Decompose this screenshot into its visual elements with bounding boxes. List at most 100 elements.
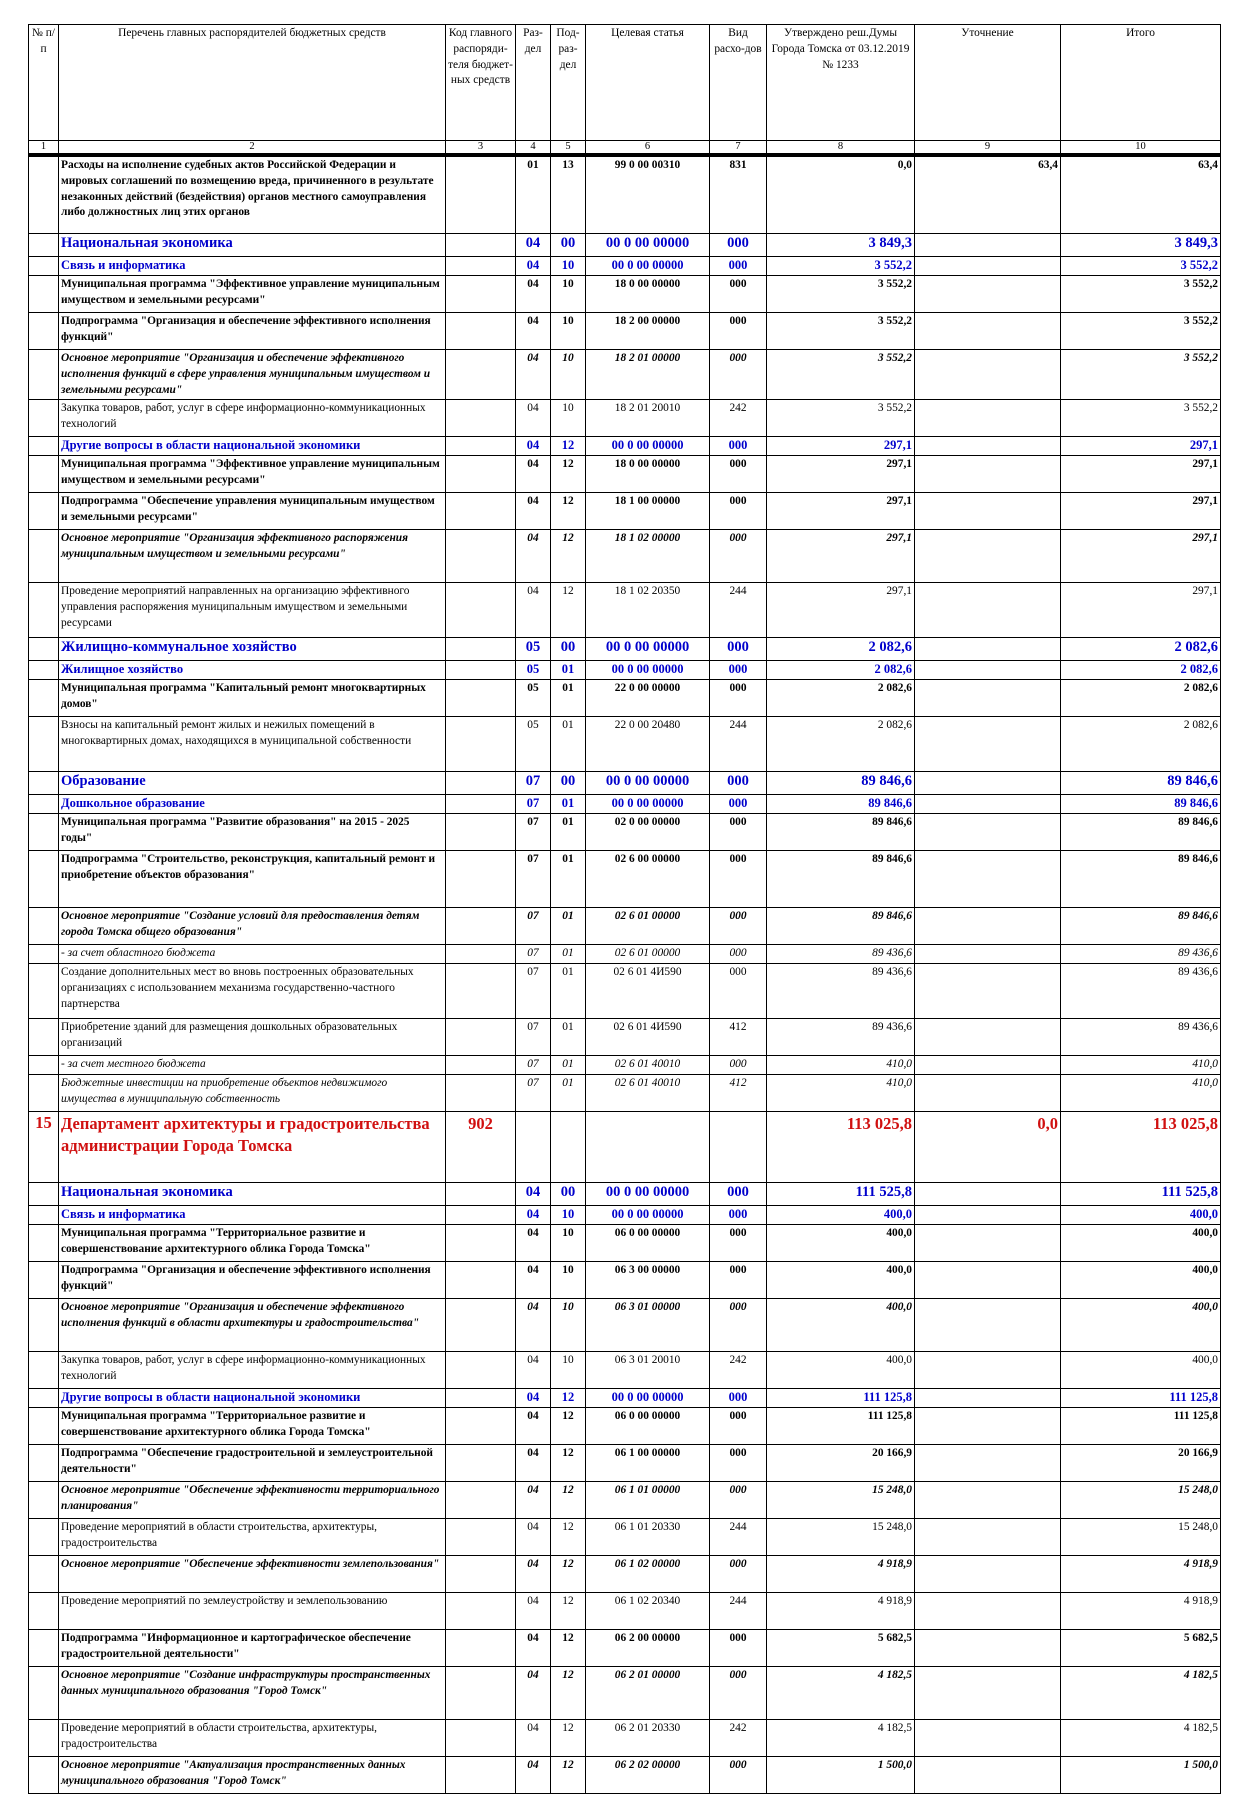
row-expense-type: 000: [709, 1224, 767, 1263]
header-expense-type: Вид расхо-дов: [709, 24, 767, 141]
row-target-item: 06 2 01 20330: [585, 1719, 710, 1758]
row-target-item: 99 0 00 00310: [585, 154, 710, 234]
row-target-item: 06 1 01 00000: [585, 1481, 710, 1520]
row-total-amount: 15 248,0: [1060, 1518, 1221, 1557]
row-subsection: 10: [550, 1205, 586, 1226]
row-section: 07: [515, 1074, 551, 1113]
row-approved-amount: 4 918,9: [766, 1592, 915, 1631]
row-number: [28, 312, 59, 350]
table-row: Подпрограмма "Организация и обеспечение …: [28, 1261, 1221, 1300]
row-target-item: 02 0 00 00000: [585, 813, 710, 852]
row-manager-code: [445, 1205, 516, 1226]
row-name: Основное мероприятие "Организация эффект…: [58, 529, 446, 584]
row-approved-amount: 4 918,9: [766, 1555, 915, 1594]
row-expense-type: 412: [709, 1018, 767, 1057]
row-expense-type: 000: [709, 436, 767, 457]
table-row: Подпрограмма "Строительство, реконструкц…: [28, 850, 1221, 909]
row-section: 04: [515, 1629, 551, 1668]
row-target-item: 06 2 00 00000: [585, 1629, 710, 1668]
table-row: Закупка товаров, работ, услуг в сфере ин…: [28, 399, 1221, 438]
row-adjustment-amount: [914, 963, 1061, 1020]
row-subsection: 12: [550, 1555, 586, 1594]
row-subsection: 10: [550, 275, 586, 313]
row-name: - за счет местного бюджета: [58, 1055, 446, 1076]
table-row: Национальная экономика 04 00 00 0 00 00000 0…: [28, 233, 1221, 257]
row-total-amount: 2 082,6: [1060, 660, 1221, 681]
row-name: Связь и информатика: [58, 256, 446, 276]
row-number: [28, 637, 59, 662]
row-adjustment-amount: [914, 907, 1061, 946]
row-section: 07: [515, 850, 551, 909]
row-target-item: 06 1 02 20340: [585, 1592, 710, 1631]
row-adjustment-amount: [914, 1261, 1061, 1300]
row-name: Создание дополнительных мест во вновь по…: [58, 963, 446, 1020]
row-expense-type: 000: [709, 312, 767, 350]
row-manager-code: [445, 1592, 516, 1631]
row-manager-code: [445, 1074, 516, 1113]
row-manager-code: [445, 1518, 516, 1557]
row-manager-code: [445, 275, 516, 313]
row-manager-code: [445, 492, 516, 531]
row-number: [28, 944, 59, 965]
row-section: 07: [515, 794, 551, 815]
row-section: 04: [515, 399, 551, 438]
row-adjustment-amount: [914, 312, 1061, 350]
row-total-amount: 297,1: [1060, 582, 1221, 639]
row-approved-amount: 410,0: [766, 1074, 915, 1113]
row-subsection: 12: [550, 1518, 586, 1557]
row-approved-amount: 89 436,6: [766, 963, 915, 1020]
row-expense-type: 000: [709, 637, 767, 662]
row-name: Муниципальная программа "Капитальный рем…: [58, 679, 446, 718]
row-target-item: 06 3 00 00000: [585, 1261, 710, 1300]
row-expense-type: 242: [709, 1351, 767, 1390]
row-section: 04: [515, 436, 551, 457]
row-number: [28, 850, 59, 909]
row-number: [28, 399, 59, 438]
row-subsection: 12: [550, 1444, 586, 1483]
row-approved-amount: 3 552,2: [766, 275, 915, 313]
header-num: № п/п: [28, 24, 59, 141]
row-expense-type: 000: [709, 1666, 767, 1721]
row-name: Муниципальная программа "Эффективное упр…: [58, 275, 446, 313]
row-subsection: 12: [550, 492, 586, 531]
row-section: 04: [515, 1592, 551, 1631]
row-name: Бюджетные инвестиции на приобретение объ…: [58, 1074, 446, 1113]
row-target-item: 00 0 00 00000: [585, 637, 710, 662]
row-number: [28, 660, 59, 681]
row-total-amount: 1 500,0: [1060, 1756, 1221, 1794]
row-section: 04: [515, 1205, 551, 1226]
row-number: [28, 1261, 59, 1300]
row-manager-code: [445, 1055, 516, 1076]
row-expense-type: 831: [709, 154, 767, 234]
row-manager-code: [445, 1351, 516, 1390]
header-code: Код главного распоряди-теля бюджет-ных с…: [445, 24, 516, 141]
row-manager-code: [445, 256, 516, 276]
row-name: Связь и информатика: [58, 1205, 446, 1226]
row-section: 07: [515, 771, 551, 796]
table-body: Расходы на исполнение судебных актов Рос…: [28, 154, 1221, 1794]
column-number: 8: [766, 140, 915, 157]
row-subsection: 00: [550, 771, 586, 796]
row-number: [28, 348, 59, 401]
row-adjustment-amount: [914, 348, 1061, 401]
row-section: 07: [515, 1018, 551, 1057]
row-adjustment-amount: [914, 771, 1061, 796]
header-total: Итого: [1060, 24, 1221, 141]
row-manager-code: [445, 455, 516, 494]
row-approved-amount: 111 125,8: [766, 1388, 915, 1409]
row-subsection: 00: [550, 233, 586, 257]
table-row: Основное мероприятие "Организация и обес…: [28, 348, 1221, 401]
row-expense-type: 244: [709, 1592, 767, 1631]
table-row: Расходы на исполнение судебных актов Рос…: [28, 154, 1221, 234]
row-adjustment-amount: [914, 944, 1061, 965]
row-adjustment-amount: [914, 1055, 1061, 1076]
row-approved-amount: 2 082,6: [766, 679, 915, 718]
row-approved-amount: 0,0: [766, 154, 915, 234]
table-row: Подпрограмма "Информационное и картограф…: [28, 1629, 1221, 1668]
row-subsection: 13: [550, 154, 586, 234]
row-section: 04: [515, 275, 551, 313]
row-target-item: 00 0 00 00000: [585, 660, 710, 681]
row-subsection: 01: [550, 1018, 586, 1057]
row-target-item: 00 0 00 00000: [585, 1182, 710, 1207]
row-number: [28, 907, 59, 946]
